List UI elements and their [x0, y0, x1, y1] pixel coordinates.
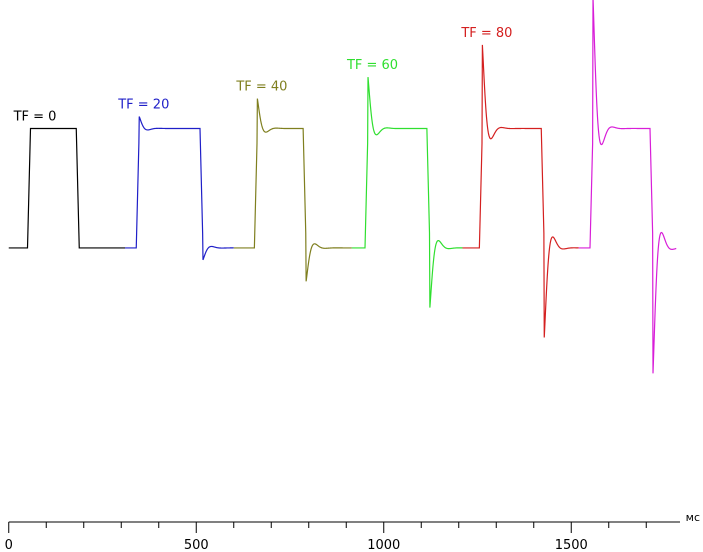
tick-label: 1500	[555, 538, 588, 552]
tick-label: 0	[5, 538, 13, 552]
series-label-0: TF = 0	[13, 110, 57, 125]
tick-label: 500	[184, 538, 209, 552]
series-label-1: TF = 20	[117, 98, 169, 113]
tick-label: 1000	[367, 538, 400, 552]
x-axis-ticks: 0 500 1000 1500	[5, 522, 647, 552]
series-line-4	[462, 44, 579, 338]
series-line-0	[8, 127, 125, 249]
x-axis-unit: мс	[686, 511, 700, 524]
series-label-2: TF = 40	[235, 80, 287, 95]
series-label-4: TF = 80	[460, 26, 512, 41]
x-axis: 0 500 1000 1500 мс	[5, 511, 700, 552]
series-line-3	[351, 77, 463, 308]
series-line-2	[233, 98, 352, 282]
series-layer	[8, 0, 677, 374]
series-line-5	[578, 0, 677, 374]
series-line-1	[125, 116, 234, 261]
series-label-3: TF = 60	[346, 58, 398, 73]
